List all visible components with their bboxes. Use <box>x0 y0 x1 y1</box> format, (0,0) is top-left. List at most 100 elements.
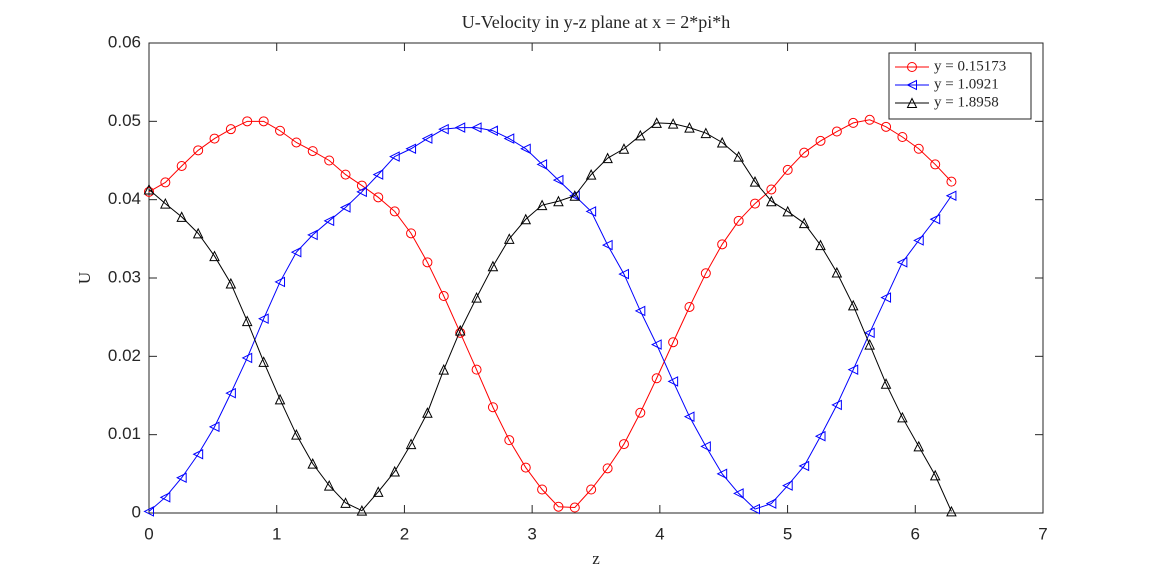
marker <box>569 502 580 513</box>
marker <box>864 327 875 339</box>
marker <box>929 469 941 481</box>
marker <box>782 205 794 217</box>
marker <box>274 393 286 405</box>
marker <box>422 407 433 418</box>
marker <box>749 503 761 515</box>
marker <box>651 339 662 350</box>
marker <box>683 411 695 422</box>
marker <box>438 291 449 302</box>
marker <box>913 143 924 154</box>
marker <box>176 472 187 484</box>
x-tick-label: 2 <box>400 524 409 543</box>
marker <box>470 122 482 133</box>
marker <box>667 118 679 129</box>
marker <box>716 468 728 480</box>
y-tick-label: 0.02 <box>108 346 141 365</box>
marker <box>373 192 384 203</box>
marker <box>421 133 433 144</box>
marker <box>209 133 220 144</box>
marker <box>536 159 548 170</box>
marker <box>946 176 957 187</box>
x-axis-label: z <box>592 549 600 568</box>
marker <box>471 364 482 375</box>
marker <box>143 506 154 517</box>
marker <box>520 462 531 473</box>
marker <box>290 246 302 258</box>
marker <box>405 438 417 450</box>
marker <box>487 402 498 413</box>
marker <box>618 143 630 154</box>
marker <box>307 458 319 469</box>
marker <box>258 116 269 127</box>
marker <box>913 235 924 246</box>
marker <box>241 352 253 364</box>
marker <box>291 429 302 440</box>
marker <box>487 260 499 272</box>
marker <box>700 441 711 452</box>
marker <box>536 199 548 211</box>
marker <box>716 136 728 148</box>
chart-title: U-Velocity in y-z plane at x = 2*pi*h <box>462 12 731 32</box>
marker <box>504 435 515 446</box>
marker <box>324 155 335 166</box>
marker <box>733 215 744 226</box>
marker <box>160 197 171 209</box>
marker <box>684 301 695 312</box>
marker <box>880 378 892 389</box>
marker <box>766 184 777 195</box>
marker <box>291 137 302 148</box>
x-tick-label: 0 <box>144 524 153 543</box>
marker <box>897 132 908 142</box>
marker <box>864 114 875 125</box>
marker <box>225 124 236 135</box>
marker <box>307 146 318 157</box>
marker <box>340 169 351 180</box>
marker <box>946 505 957 517</box>
marker <box>242 116 253 127</box>
marker <box>798 460 810 472</box>
marker <box>569 190 581 201</box>
marker <box>831 399 842 411</box>
marker <box>930 159 941 170</box>
marker <box>945 190 957 202</box>
y-tick-label: 0.03 <box>108 267 141 286</box>
legend-marker <box>906 79 917 91</box>
marker <box>143 183 155 195</box>
x-tick-label: 1 <box>272 524 281 543</box>
y-tick-label: 0.06 <box>108 32 141 51</box>
marker <box>602 152 613 164</box>
marker <box>897 411 908 423</box>
line <box>148 122 952 512</box>
marker <box>635 407 646 418</box>
marker <box>618 268 629 280</box>
marker <box>438 364 450 375</box>
marker <box>356 186 367 198</box>
marker <box>160 177 171 188</box>
y-tick-label: 0 <box>132 502 141 521</box>
marker <box>340 497 351 508</box>
marker <box>372 486 384 497</box>
marker <box>258 313 269 325</box>
marker <box>192 448 204 460</box>
marker <box>782 480 793 491</box>
line <box>148 119 952 509</box>
marker <box>454 324 466 336</box>
marker <box>275 125 286 136</box>
marker <box>553 195 564 207</box>
x-tick-label: 4 <box>655 524 664 543</box>
marker <box>782 164 793 175</box>
marker <box>750 198 761 209</box>
legend-label: y = 1.8958 <box>934 94 999 110</box>
line <box>148 127 952 512</box>
marker <box>438 123 449 135</box>
marker <box>815 239 826 251</box>
marker <box>798 217 810 229</box>
legend-marker <box>906 97 918 108</box>
marker <box>356 505 368 516</box>
marker <box>814 430 826 442</box>
marker <box>192 227 204 239</box>
marker <box>389 151 400 162</box>
marker <box>389 465 401 477</box>
marker <box>831 126 842 137</box>
marker <box>454 122 466 133</box>
